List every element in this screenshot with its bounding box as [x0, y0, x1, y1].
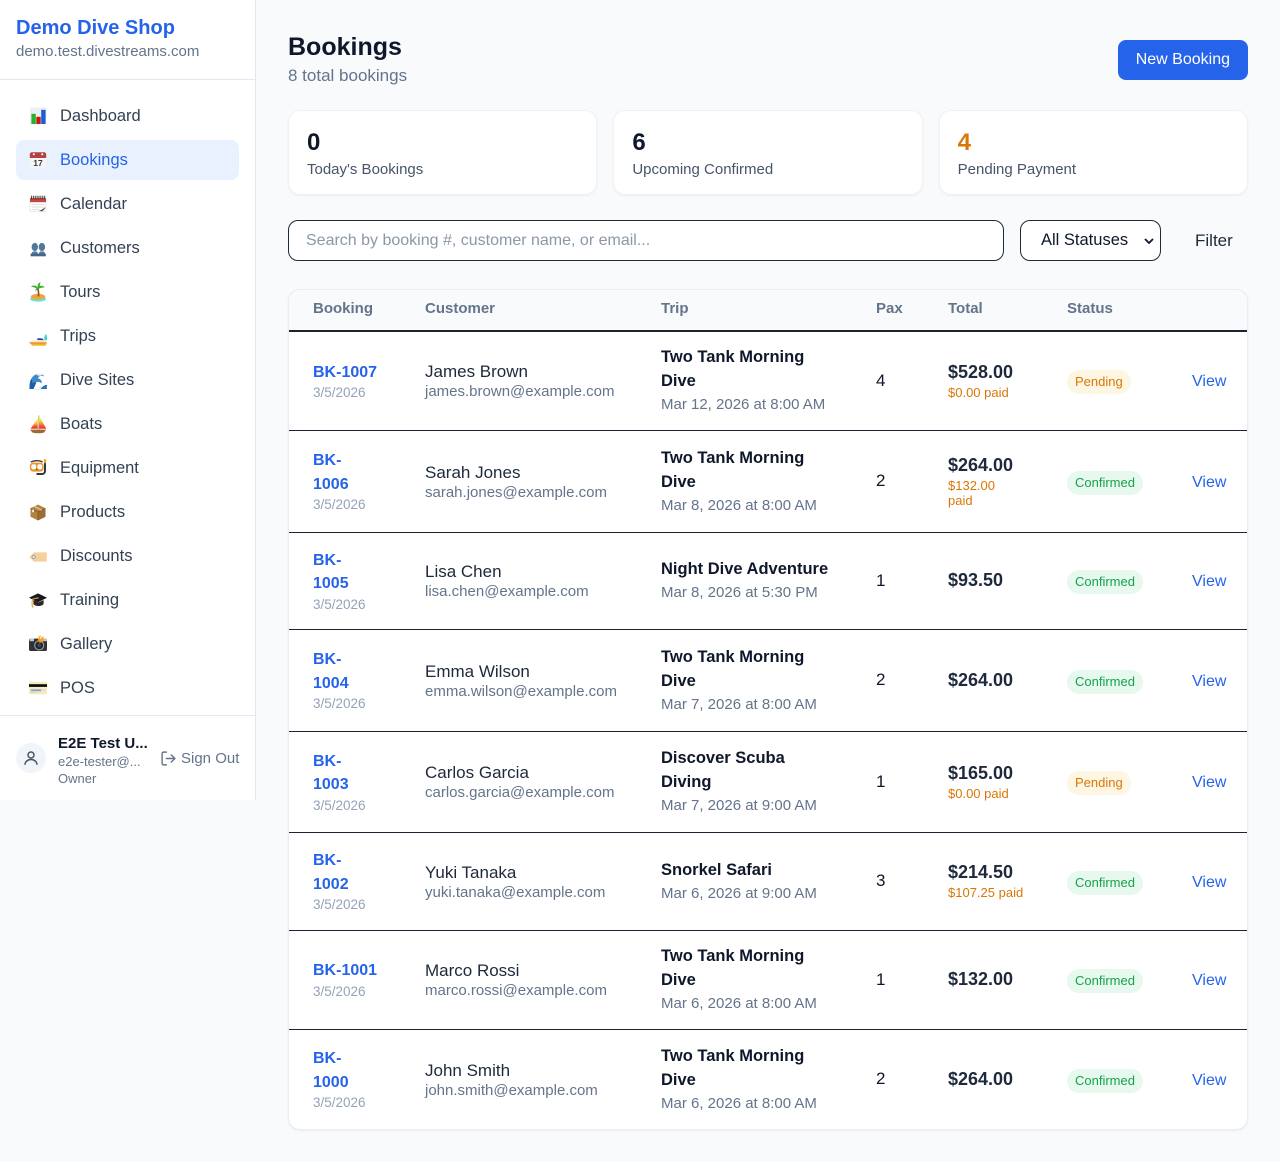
- svg-text:17: 17: [33, 158, 43, 168]
